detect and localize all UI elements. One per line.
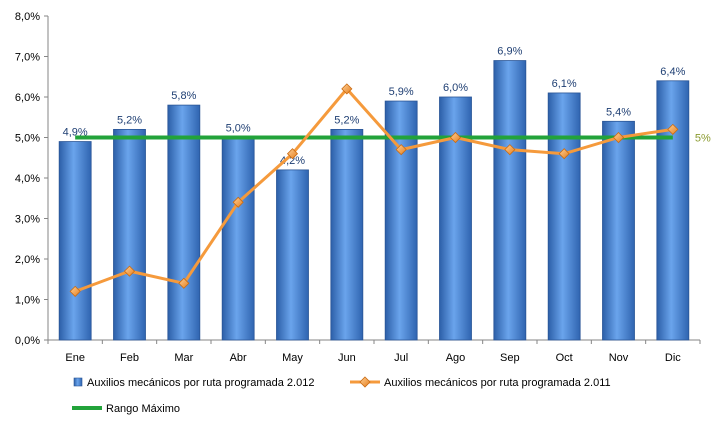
y-tick-label: 6,0% (15, 92, 40, 104)
range-line-series: 5% (75, 133, 711, 145)
x-tick-label: Jul (394, 352, 408, 364)
x-tick-label: Abr (230, 352, 247, 364)
bar-data-label: 5,9% (389, 86, 414, 98)
bar-data-label: 6,0% (443, 82, 468, 94)
bar (384, 100, 418, 341)
line-2011-point (178, 277, 190, 289)
y-tick-label: 3,0% (15, 214, 40, 226)
bar-data-label: 6,4% (660, 66, 685, 78)
x-tick-label: Feb (120, 352, 139, 364)
bar (602, 120, 635, 341)
line-2011-point (504, 144, 516, 156)
line-2011-point (667, 123, 679, 135)
y-tick-label: 1,0% (15, 295, 40, 307)
line-2011-point (286, 148, 299, 160)
bar-data-label: 6,1% (552, 78, 577, 90)
bar (276, 169, 309, 341)
range-end-label: 5% (695, 133, 711, 145)
legend-swatch-bar (73, 377, 83, 387)
line-2011-point (558, 148, 570, 160)
line-2011-point (69, 285, 81, 297)
x-tick-label: Oct (556, 352, 573, 364)
y-tick-labels: 0,0% 1,0% 2,0% 3,0% 4,0% 5,0% 6,0% 7,0% 8,0% (15, 11, 40, 347)
line-2011-point (612, 131, 625, 144)
bar-data-label: 5,2% (334, 114, 359, 126)
line-2011-point (449, 131, 462, 144)
y-tick-label: 8,0% (15, 11, 40, 23)
line-2011-point (341, 83, 353, 95)
bar (493, 60, 527, 341)
line-2011-point (232, 196, 244, 208)
line-2011-series (69, 83, 679, 297)
legend-label: Auxilios mecánicos por ruta programada 2… (87, 377, 314, 389)
bar-data-label: 5,0% (226, 123, 251, 135)
legend-label: Rango Máximo (106, 403, 180, 415)
axes (44, 15, 701, 344)
bar-data-label: 5,8% (171, 90, 196, 102)
y-tick-label: 5,0% (15, 133, 40, 145)
x-tick-label: May (282, 352, 303, 364)
bar (656, 80, 690, 341)
y-tick-label: 7,0% (15, 52, 40, 64)
bar (330, 128, 364, 341)
x-tick-label: Mar (174, 352, 193, 364)
legend-swatch-diamond (359, 376, 371, 388)
bar-data-label: 5,4% (606, 106, 631, 118)
x-tick-label: Ene (65, 352, 85, 364)
legend-label: Auxilios mecánicos por ruta programada 2… (384, 377, 611, 389)
bar-series (58, 60, 690, 341)
bar (113, 128, 146, 341)
x-tick-label: Nov (609, 352, 629, 364)
x-tick-label: Ago (446, 352, 466, 364)
bar-data-label: 5,2% (117, 114, 142, 126)
y-tick-label: 4,0% (15, 173, 40, 185)
y-tick-label: 2,0% (15, 254, 40, 266)
bar-data-label: 6,9% (497, 46, 522, 58)
bar (547, 92, 581, 341)
line-2011-point (395, 144, 407, 156)
x-tick-label: Jun (338, 352, 356, 364)
x-tick-label: Dic (665, 352, 681, 364)
y-tick-label: 0,0% (15, 335, 40, 347)
bar (221, 137, 255, 341)
bar (167, 104, 201, 341)
x-tick-labels: Ene Feb Mar Abr May Jun Jul Ago Sep Oct Nov Dic (65, 352, 681, 364)
bar-data-labels: 4,9%5,2%5,8%5,0%4,2%5,2%5,9% 6,0%6,9%6,1%… (63, 46, 686, 167)
bar (58, 141, 92, 341)
line-2011 (74, 87, 674, 293)
x-tick-label: Sep (500, 352, 520, 364)
line-2011-point (123, 265, 136, 277)
legend: Auxilios mecánicos por ruta programada 2… (72, 376, 611, 415)
